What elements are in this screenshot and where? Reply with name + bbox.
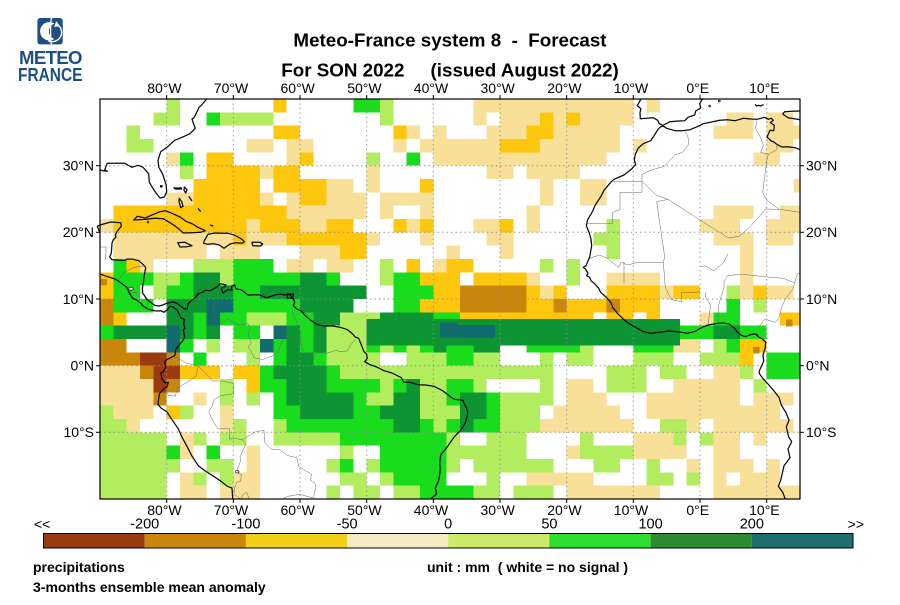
svg-text:30°W: 30°W (481, 80, 516, 96)
svg-text:60°W: 60°W (281, 80, 316, 96)
svg-text:>>: >> (848, 516, 864, 532)
svg-text:10°W: 10°W (614, 80, 649, 96)
svg-text:unit : mm ( white = no signal: unit : mm ( white = no signal ) (427, 559, 628, 575)
svg-text:0: 0 (444, 517, 452, 533)
svg-text:70°W: 70°W (214, 80, 249, 96)
svg-text:70°W: 70°W (214, 502, 249, 518)
svg-text:0°N: 0°N (71, 358, 95, 374)
svg-text:30°W: 30°W (481, 502, 516, 518)
svg-text:-50: -50 (337, 517, 358, 533)
svg-text:10°W: 10°W (614, 502, 649, 518)
svg-text:20°N: 20°N (63, 224, 94, 240)
svg-text:50°W: 50°W (347, 80, 382, 96)
svg-text:10°N: 10°N (63, 291, 94, 307)
svg-text:80°W: 80°W (147, 80, 182, 96)
svg-text:20°W: 20°W (547, 80, 582, 96)
svg-text:60°W: 60°W (281, 502, 316, 518)
svg-text:20°W: 20°W (547, 502, 582, 518)
svg-text:200: 200 (740, 517, 764, 533)
svg-text:0°E: 0°E (686, 80, 709, 96)
svg-text:-100: -100 (231, 517, 260, 533)
svg-text:20°N: 20°N (806, 224, 837, 240)
svg-text:For SON 2022 (issued Augus: For SON 2022 (issued August 2022) (281, 60, 618, 81)
svg-text:40°W: 40°W (414, 502, 449, 518)
svg-text:Meteo-France system 8 - Fore: Meteo-France system 8 - Forecast (293, 30, 607, 51)
svg-text:50°W: 50°W (347, 502, 382, 518)
svg-text:-200: -200 (130, 517, 159, 533)
svg-text:40°W: 40°W (414, 80, 449, 96)
svg-text:10°S: 10°S (63, 424, 94, 440)
svg-text:10°E: 10°E (749, 502, 780, 518)
svg-text:<<: << (34, 516, 50, 532)
svg-text:0°E: 0°E (686, 502, 709, 518)
svg-text:80°W: 80°W (147, 502, 182, 518)
svg-text:30°N: 30°N (806, 158, 837, 174)
svg-text:precipitations: precipitations (33, 559, 125, 575)
svg-text:30°N: 30°N (63, 158, 94, 174)
svg-text:FRANCE: FRANCE (18, 64, 83, 85)
svg-text:100: 100 (638, 517, 662, 533)
svg-text:10°E: 10°E (749, 80, 780, 96)
svg-text:10°N: 10°N (806, 291, 837, 307)
svg-text:3-months ensemble mean anomaly: 3-months ensemble mean anomaly (33, 579, 266, 595)
svg-text:10°S: 10°S (806, 424, 837, 440)
svg-text:50: 50 (541, 517, 557, 533)
svg-text:METEO: METEO (19, 47, 83, 68)
svg-text:0°N: 0°N (806, 358, 830, 374)
